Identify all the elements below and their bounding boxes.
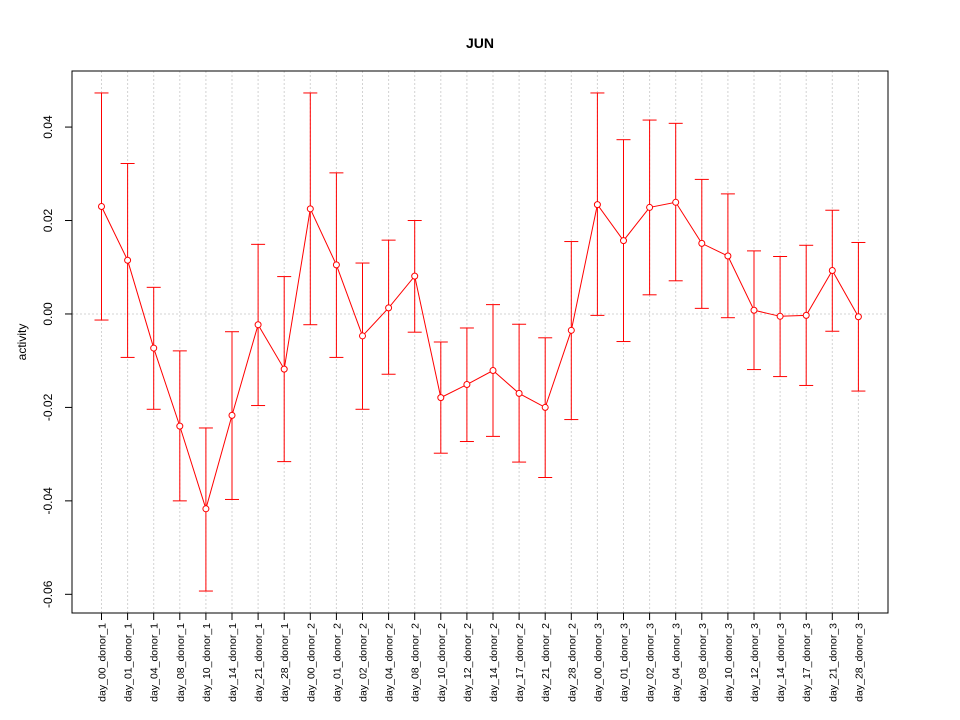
data-point (228, 411, 236, 419)
y-tick-label: 0.02 (41, 209, 55, 233)
x-tick-label: day_01_donor_1 (123, 623, 135, 702)
data-point (724, 252, 732, 260)
data-point (359, 332, 366, 340)
x-tick-label: day_10_donor_1 (201, 623, 213, 702)
x-axis: day_00_donor_1 day_01_donor_1 day_04_donor… (97, 612, 865, 702)
x-tick-label: day_21_donor_3 (827, 623, 839, 702)
error-bars (94, 92, 866, 592)
x-tick-label: day_01_donor_2 (331, 623, 343, 702)
x-tick-label: day_10_donor_3 (723, 623, 735, 702)
x-tick-label: day_10_donor_2 (436, 623, 448, 702)
data-point (332, 261, 340, 269)
data-point (541, 403, 549, 411)
data-point (672, 198, 680, 206)
x-tick-label: day_21_donor_2 (540, 623, 552, 702)
data-point (385, 304, 393, 312)
data-point (776, 312, 784, 320)
x-tick-label: day_14_donor_2 (488, 623, 500, 702)
data-point (280, 365, 288, 373)
series-line-path (101, 201, 859, 511)
x-tick-label: day_12_donor_3 (749, 623, 761, 702)
data-point (254, 321, 262, 329)
data-point (98, 203, 105, 210)
x-tick-label: day_14_donor_1 (227, 623, 239, 702)
data-point (828, 267, 836, 275)
data-point (437, 394, 445, 402)
data-point (698, 239, 706, 247)
data-point (411, 272, 419, 280)
x-tick-label: day_17_donor_3 (801, 623, 813, 702)
data-point (854, 313, 862, 321)
data-points (98, 198, 862, 513)
x-tick-label: day_02_donor_2 (358, 623, 370, 702)
x-tick-label: day_17_donor_2 (514, 623, 526, 702)
y-tick-label: 0.04 (41, 115, 55, 139)
data-point (802, 311, 810, 319)
x-tick-label: day_01_donor_3 (619, 623, 631, 702)
x-tick-label: day_00_donor_3 (592, 623, 604, 702)
plot-frame (71, 70, 889, 614)
x-tick-label: day_28_donor_3 (853, 623, 865, 702)
x-tick-label: day_21_donor_1 (253, 623, 265, 702)
data-point (306, 205, 314, 213)
x-tick-label: day_28_donor_1 (279, 623, 291, 702)
data-point (593, 201, 601, 209)
data-point (750, 306, 758, 314)
y-tick-label: -0.02 (41, 393, 55, 421)
x-tick-label: day_00_donor_1 (97, 623, 109, 702)
x-tick-label: day_04_donor_1 (149, 623, 161, 702)
data-point (150, 344, 158, 352)
data-point (515, 389, 523, 397)
data-point (489, 367, 497, 375)
y-axis: -0.06 -0.04 -0.02 0.00 0.02 0.04 (41, 115, 73, 608)
series-line (101, 201, 859, 511)
grid (72, 71, 888, 613)
data-point (567, 326, 575, 334)
chart-title: JUN (466, 35, 494, 51)
x-tick-label: day_08_donor_2 (410, 623, 422, 702)
x-tick-label: day_02_donor_3 (645, 623, 657, 702)
y-axis-label: activity (15, 324, 29, 361)
y-tick-label: -0.04 (41, 487, 55, 515)
x-tick-label: day_04_donor_2 (384, 623, 396, 702)
y-tick-label: -0.06 (41, 580, 55, 608)
data-point (646, 203, 654, 211)
x-tick-label: day_28_donor_2 (566, 623, 578, 702)
x-tick-label: day_12_donor_2 (462, 623, 474, 702)
y-tick-label: 0.00 (41, 302, 55, 326)
x-tick-label: day_08_donor_3 (697, 623, 709, 702)
data-point (620, 237, 627, 245)
x-tick-label: day_08_donor_1 (175, 623, 187, 702)
x-tick-label: day_00_donor_2 (305, 623, 317, 702)
x-tick-label: day_04_donor_3 (671, 623, 683, 702)
x-tick-label: day_14_donor_3 (775, 623, 787, 702)
data-point (124, 256, 132, 264)
data-point (176, 422, 184, 430)
data-point (202, 505, 210, 513)
data-point (463, 381, 471, 389)
